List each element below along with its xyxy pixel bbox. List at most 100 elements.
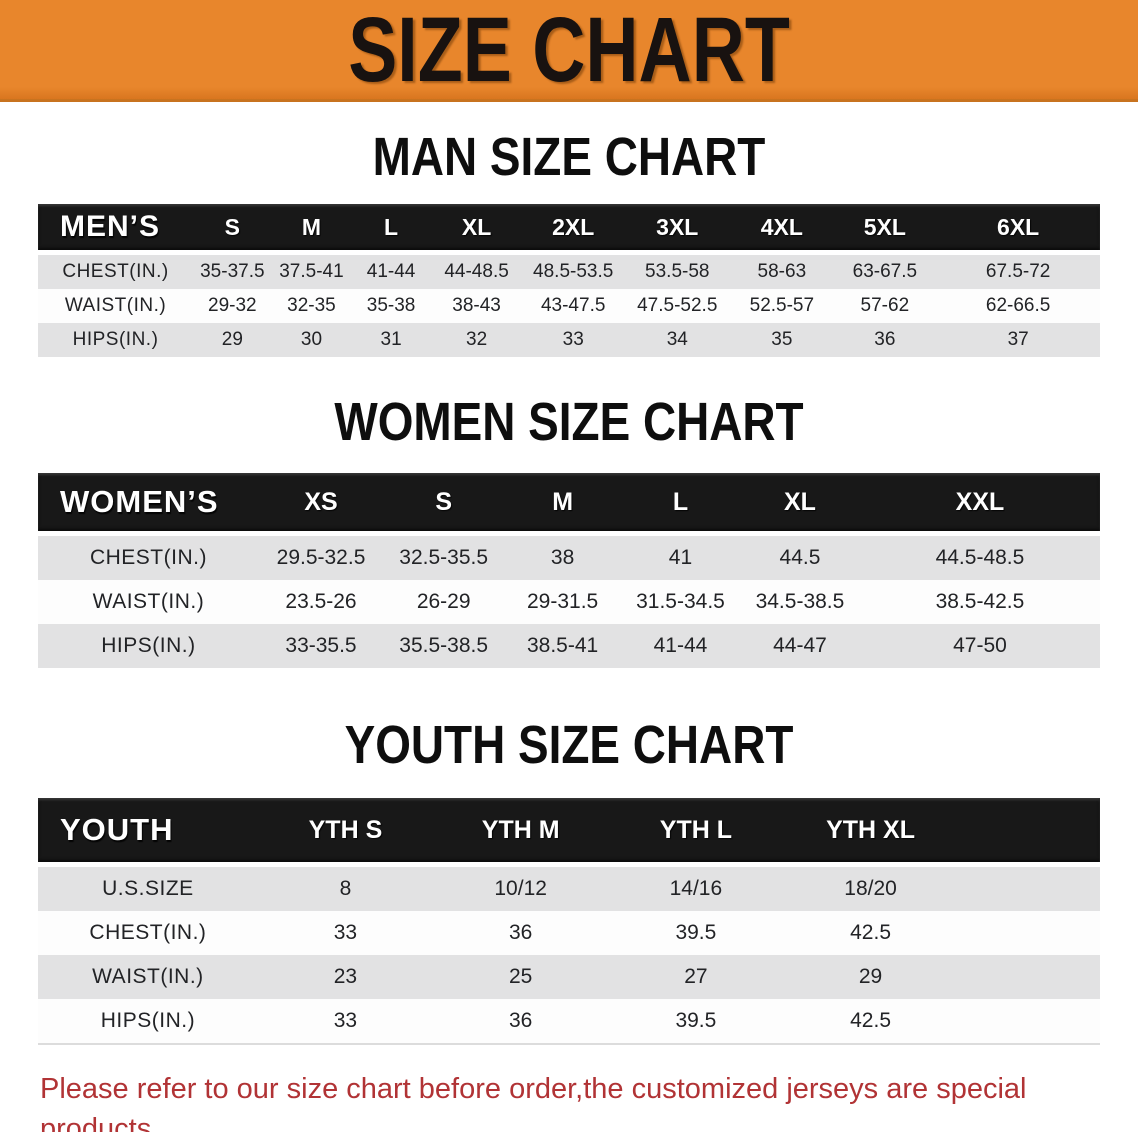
size-value: 38.5-42.5 (935, 590, 1025, 613)
size-value: 58-63 (757, 261, 807, 282)
disclaimer: Please refer to our size chart before or… (40, 1069, 1098, 1132)
size-value: 34.5-38.5 (755, 590, 845, 613)
column-header: 3XL (656, 213, 699, 240)
size-value: 39.5 (675, 1009, 717, 1032)
size-value: 35.5-38.5 (399, 634, 489, 657)
size-value: 31 (380, 329, 402, 350)
table-label: YOUTH (60, 812, 174, 847)
size-value: 41-44 (653, 634, 708, 657)
size-value: 42.5 (850, 921, 891, 944)
size-value: 67.5-72 (985, 261, 1051, 282)
row-header: HIPS(IN.) (72, 329, 159, 350)
table-row: HIPS(IN.) 33 36 39.5 42.5 (38, 999, 1100, 1043)
column-header: YTH XL (826, 815, 916, 844)
size-value: 44.5 (779, 546, 821, 569)
column-header: 4XL (760, 213, 803, 240)
column-header: M (552, 487, 574, 516)
size-value: 23 (333, 965, 358, 988)
size-value: 10/12 (494, 877, 547, 900)
size-value: 42.5 (850, 1009, 891, 1032)
size-value: 62-66.5 (985, 295, 1051, 316)
row-header: U.S.SIZE (102, 877, 194, 900)
size-value: 47-50 (953, 634, 1007, 657)
size-value: 33 (562, 329, 584, 350)
table-header-row: WOMEN’S XS S M L XL XXL (38, 473, 1100, 531)
column-header: YTH L (659, 815, 732, 844)
table-label: MEN’S (60, 210, 161, 243)
row-header: CHEST(IN.) (89, 546, 207, 569)
row-header: CHEST(IN.) (89, 921, 207, 944)
column-header: 6XL (997, 213, 1040, 240)
size-value: 35-38 (366, 295, 416, 316)
size-value: 32 (466, 329, 488, 350)
column-header: S (435, 487, 453, 516)
size-value: 39.5 (675, 921, 717, 944)
size-value: 48.5-53.5 (533, 261, 614, 282)
column-header: L (672, 487, 689, 516)
size-value: 57-62 (860, 295, 910, 316)
women-section-heading: WOMEN SIZE CHART (334, 392, 804, 452)
size-value: 35-37.5 (200, 261, 265, 282)
size-value: 38.5-41 (526, 634, 599, 657)
size-value: 23.5-26 (285, 590, 357, 613)
row-header: HIPS(IN.) (100, 1009, 196, 1032)
men-section-heading: MAN SIZE CHART (372, 127, 766, 187)
size-value: 47.5-52.5 (637, 295, 718, 316)
size-value: 44-48.5 (444, 261, 509, 282)
column-header: M (301, 213, 322, 240)
youth-section-heading: YOUTH SIZE CHART (344, 715, 794, 775)
column-header: 2XL (552, 213, 595, 240)
table-row: WAIST(IN.) 23.5-26 26-29 29-31.5 31.5-34.5 34… (38, 580, 1100, 624)
size-value: 41 (668, 546, 693, 569)
banner: SIZE CHART (0, 0, 1138, 102)
size-value: 44.5-48.5 (935, 546, 1025, 569)
size-value: 18/20 (844, 877, 897, 900)
table-row: U.S.SIZE 8 10/12 14/16 18/20 (38, 867, 1100, 911)
column-header: YTH M (481, 815, 560, 844)
table-row: WAIST(IN.) 23 25 27 29 (38, 955, 1100, 999)
size-value: 32-35 (287, 295, 336, 316)
table-header-row: YOUTH YTH S YTH M YTH L YTH XL (38, 798, 1100, 862)
column-header: YTH S (308, 815, 383, 844)
size-value: 27 (684, 965, 708, 988)
size-value: 30 (300, 329, 323, 350)
size-value: 37 (1007, 329, 1029, 350)
size-value: 33 (333, 921, 358, 944)
column-header: XL (783, 487, 816, 516)
row-header: WAIST(IN.) (92, 965, 204, 988)
size-value: 43-47.5 (540, 295, 606, 316)
size-value: 14/16 (669, 877, 723, 900)
size-value: 25 (508, 965, 533, 988)
row-header: CHEST(IN.) (62, 261, 169, 282)
column-header: S (224, 213, 240, 240)
men-size-table: MEN’S S M L XL 2XL 3XL 4XL 5XL 6XL CHEST(IN.) 35-37… (38, 204, 1100, 357)
column-header: L (384, 213, 399, 240)
youth-size-table: YOUTH YTH S YTH M YTH L YTH XL U.S.SIZE 8 10/12… (38, 798, 1100, 1045)
size-value: 34 (666, 329, 688, 350)
table-row: CHEST(IN.) 35-37.5 37.5-41 41-44 44-48.5 48.5… (38, 255, 1100, 289)
row-header: WAIST(IN.) (64, 295, 167, 316)
size-value: 36 (508, 1009, 533, 1032)
size-value: 38-43 (452, 295, 501, 316)
size-value: 63-67.5 (852, 261, 918, 282)
size-value: 8 (339, 877, 352, 900)
women-size-table: WOMEN’S XS S M L XL XXL CHEST(IN.) 29.5-32.5 32.5… (38, 473, 1100, 668)
size-value: 44-47 (773, 634, 827, 657)
banner-title: SIZE CHART (348, 0, 790, 101)
size-value: 38 (550, 546, 575, 569)
row-header: HIPS(IN.) (101, 634, 196, 657)
table-row: HIPS(IN.) 29 30 31 32 33 34 35 36 37 (38, 323, 1100, 357)
size-value: 41-44 (366, 261, 416, 282)
size-value: 36 (508, 921, 533, 944)
size-value: 32.5-35.5 (399, 546, 489, 569)
column-header: XXL (955, 487, 1005, 516)
size-value: 36 (874, 329, 896, 350)
size-value: 29.5-32.5 (276, 546, 366, 569)
size-value: 33 (333, 1009, 358, 1032)
table-header-row: MEN’S S M L XL 2XL 3XL 4XL 5XL 6XL (38, 204, 1100, 250)
size-value: 35 (771, 329, 793, 350)
size-value: 31.5-34.5 (636, 590, 725, 613)
size-value: 29 (858, 965, 883, 988)
size-value: 37.5-41 (279, 261, 344, 282)
